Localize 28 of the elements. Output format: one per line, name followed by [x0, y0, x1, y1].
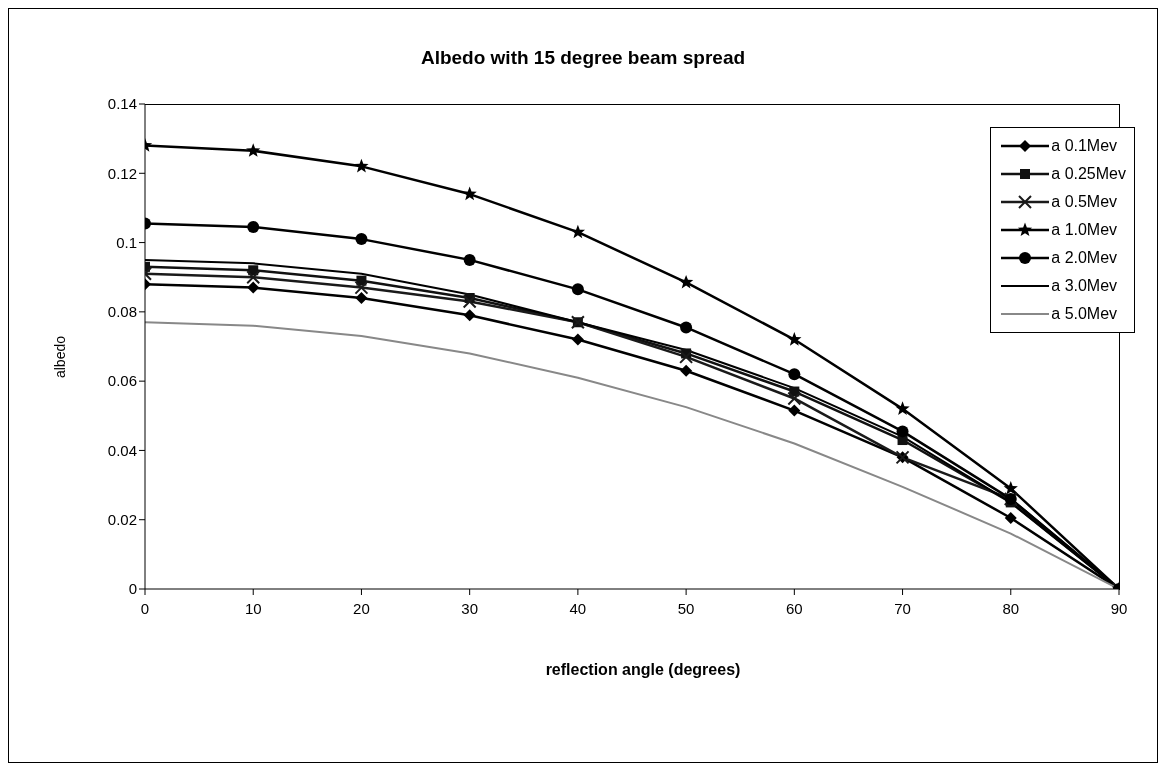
x-tick-label: 70 — [894, 599, 911, 617]
x-tick-label: 10 — [244, 599, 262, 617]
y-tick-label: 0 — [128, 580, 137, 598]
y-tick-label: 0.14 — [107, 95, 137, 113]
y-tick-label: 0.08 — [107, 303, 137, 321]
legend-label: a 0.1Mev — [1051, 137, 1118, 155]
legend-label: a 2.0Mev — [1051, 249, 1118, 267]
y-tick-label: 0.06 — [107, 372, 137, 390]
legend-label: a 0.25Mev — [1051, 165, 1126, 183]
legend-label: a 5.0Mev — [1051, 305, 1118, 323]
x-tick-label: 50 — [677, 599, 695, 617]
x-tick-label: 40 — [569, 599, 587, 617]
y-tick-label: 0.04 — [107, 441, 137, 459]
y-tick-label: 0.1 — [116, 233, 137, 251]
legend-label: a 0.5Mev — [1051, 193, 1118, 211]
y-tick-label: 0.02 — [107, 511, 137, 529]
x-axis-title: reflection angle (degrees) — [544, 661, 742, 679]
x-tick-label: 0 — [140, 599, 150, 617]
x-tick-label: 80 — [1002, 599, 1020, 617]
x-tick-label: 20 — [353, 599, 370, 617]
legend-label: a 1.0Mev — [1051, 221, 1118, 239]
y-axis-title: albedo — [52, 335, 69, 379]
x-tick-label: 60 — [785, 599, 803, 617]
x-tick-label: 30 — [461, 599, 479, 617]
chart-title: Albedo with 15 degree beam spread — [419, 47, 747, 69]
y-tick-label: 0.12 — [107, 164, 137, 182]
legend-label: a 3.0Mev — [1051, 277, 1118, 295]
x-tick-label: 90 — [1110, 599, 1128, 617]
